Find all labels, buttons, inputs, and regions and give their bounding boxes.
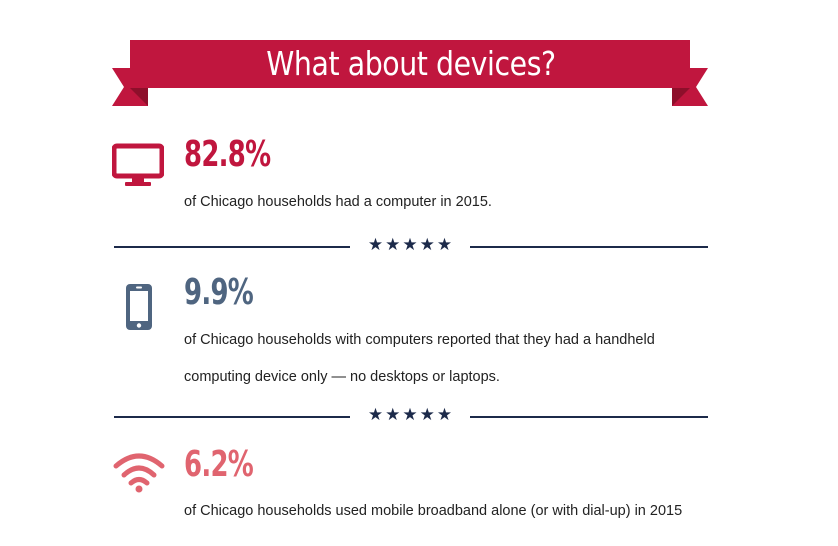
divider-line bbox=[470, 416, 708, 418]
stat-description: of Chicago households with computers rep… bbox=[184, 332, 655, 385]
divider-line bbox=[114, 246, 350, 248]
smartphone-icon bbox=[124, 282, 154, 337]
banner-title: What about devices? bbox=[266, 44, 556, 83]
stat-handheld: 9.9% of Chicago households with computer… bbox=[112, 268, 712, 393]
stat-description: of Chicago households used mobile broadb… bbox=[184, 503, 683, 519]
desktop-computer-icon bbox=[111, 142, 165, 193]
stat-description: of Chicago households had a computer in … bbox=[184, 194, 492, 210]
stat-value: 9.9% bbox=[184, 272, 254, 313]
title-ribbon bbox=[112, 40, 708, 106]
divider-stars: ★★★★★ bbox=[367, 235, 455, 255]
section-divider: ★★★★★ bbox=[114, 405, 708, 427]
stat-broadband: 6.2% of Chicago households used mobile b… bbox=[112, 440, 712, 540]
stat-value: 6.2% bbox=[184, 444, 254, 485]
divider-line bbox=[114, 416, 350, 418]
wifi-icon bbox=[112, 452, 166, 499]
divider-stars: ★★★★★ bbox=[367, 405, 455, 425]
section-divider: ★★★★★ bbox=[114, 235, 708, 257]
stat-computer: 82.8% of Chicago households had a comput… bbox=[111, 130, 712, 220]
divider-line bbox=[470, 246, 708, 248]
stat-value: 82.8% bbox=[184, 134, 271, 175]
